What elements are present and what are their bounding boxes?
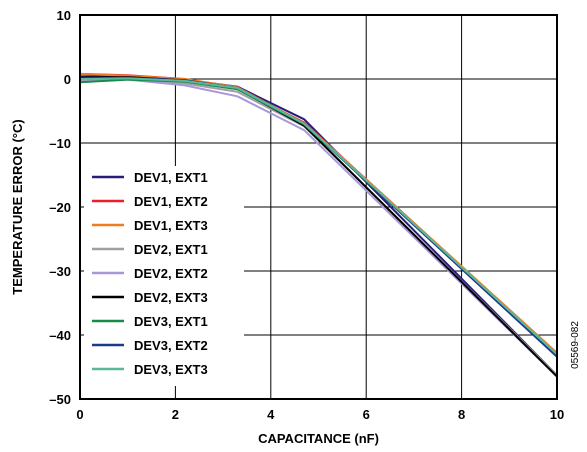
legend-label: DEV2, EXT2 — [134, 266, 208, 281]
x-tick-label: 8 — [458, 407, 465, 422]
y-tick-labels: –50 –40 –30 –20 –10 0 10 — [49, 8, 71, 407]
x-axis-title: CAPACITANCE (nF) — [258, 431, 379, 446]
legend-label: DEV2, EXT3 — [134, 290, 208, 305]
legend: DEV1, EXT1 DEV1, EXT2 DEV1, EXT3 DEV2, EXT1… — [84, 166, 244, 386]
legend-label: DEV3, EXT3 — [134, 362, 208, 377]
x-tick-label: 4 — [267, 407, 275, 422]
y-tick-label: –30 — [49, 264, 71, 279]
legend-label: DEV3, EXT1 — [134, 314, 208, 329]
legend-label: DEV1, EXT3 — [134, 218, 208, 233]
y-tick-label: –40 — [49, 328, 71, 343]
x-tick-label: 6 — [363, 407, 370, 422]
x-tick-label: 2 — [172, 407, 179, 422]
y-tick-label: –50 — [49, 392, 71, 407]
figure-id: 05569-082 — [570, 321, 581, 369]
x-tick-label: 10 — [550, 407, 564, 422]
y-tick-label: –10 — [49, 136, 71, 151]
legend-label: DEV3, EXT2 — [134, 338, 208, 353]
y-axis-title: TEMPERATURE ERROR (°C) — [10, 119, 25, 294]
x-tick-labels: 0 2 4 6 8 10 — [76, 407, 564, 422]
plot-frame — [79, 14, 558, 400]
series-lines — [79, 72, 558, 378]
y-tick-label: 0 — [64, 72, 71, 87]
legend-label: DEV2, EXT1 — [134, 242, 208, 257]
legend-label: DEV1, EXT1 — [134, 170, 208, 185]
y-tick-label: 10 — [57, 8, 71, 23]
legend-background — [84, 166, 244, 386]
x-tick-label: 0 — [76, 407, 83, 422]
y-tick-label: –20 — [49, 200, 71, 215]
series-line — [79, 77, 558, 355]
legend-label: DEV1, EXT2 — [134, 194, 208, 209]
